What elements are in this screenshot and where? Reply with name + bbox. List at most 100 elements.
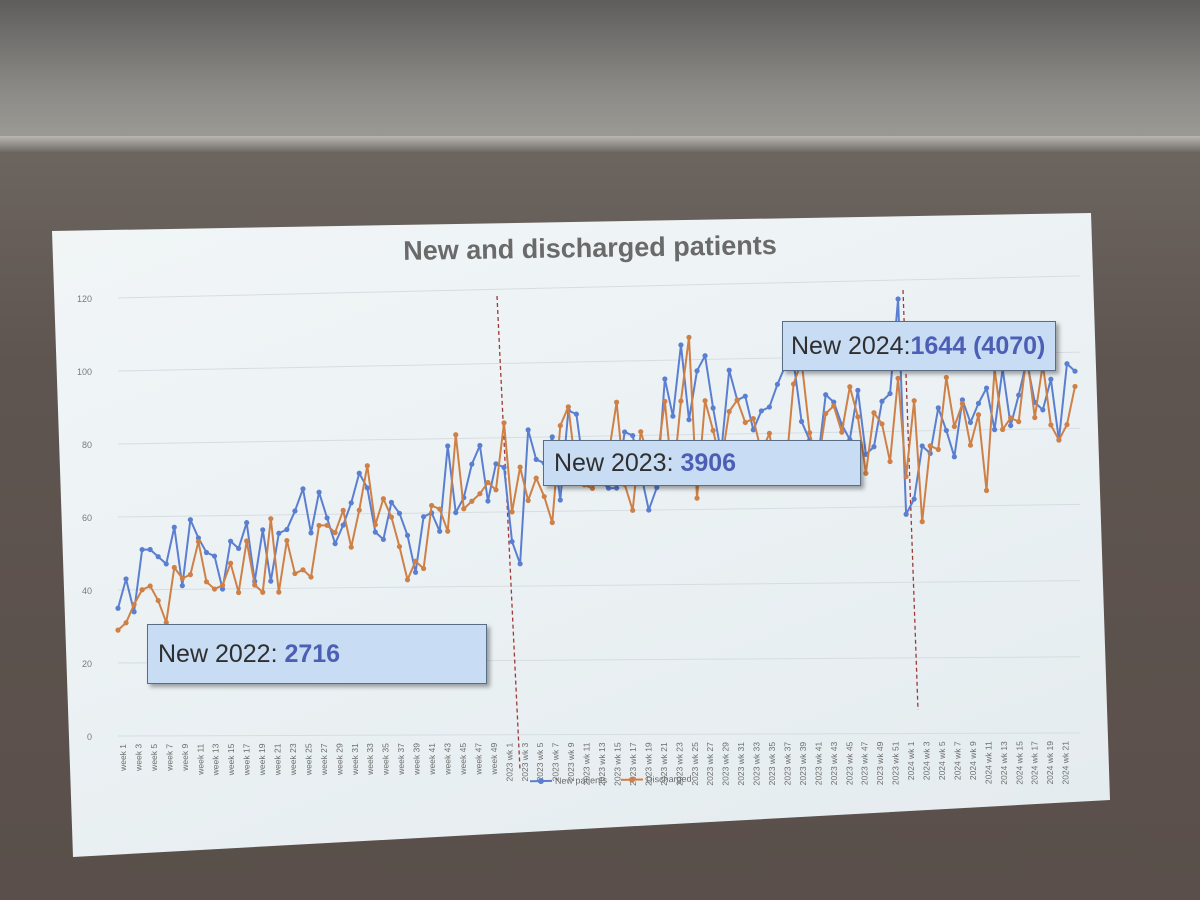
data-point <box>758 408 764 414</box>
data-point <box>622 429 628 435</box>
data-point <box>300 567 306 573</box>
x-tick-label: week 23 <box>288 743 298 776</box>
data-point <box>911 398 917 404</box>
data-point <box>823 410 829 417</box>
legend-swatch-discharged <box>621 778 644 781</box>
y-tick-label: 80 <box>82 440 92 450</box>
data-point <box>951 454 957 460</box>
callout-2022-value: 2716 <box>284 639 341 668</box>
data-point <box>380 496 386 502</box>
data-point <box>420 514 427 520</box>
data-point <box>396 510 403 516</box>
data-point <box>895 375 901 381</box>
data-point <box>935 405 941 411</box>
x-tick-label: week 17 <box>242 743 252 776</box>
data-point <box>356 470 362 476</box>
x-tick-label: 2023 wk 45 <box>844 741 854 785</box>
x-tick-label: 2024 wk 11 <box>983 741 993 784</box>
data-point <box>227 538 234 544</box>
data-point <box>340 522 346 528</box>
callout-2024-value: 1644 (4070) <box>910 331 1046 360</box>
data-point <box>983 487 990 494</box>
data-point <box>855 414 861 420</box>
data-point <box>702 398 708 404</box>
x-tick-label: week 13 <box>211 743 221 776</box>
callout-new-2022: New 2022: 2716 <box>147 624 487 684</box>
data-point <box>1048 422 1054 428</box>
data-point <box>115 605 121 611</box>
data-point <box>453 509 459 516</box>
data-point <box>1064 361 1070 367</box>
data-point <box>316 522 322 529</box>
data-point <box>501 464 507 470</box>
x-tick-label: 2023 wk 5 <box>535 742 545 781</box>
data-point <box>726 408 732 415</box>
gridline <box>117 275 1081 299</box>
data-point <box>332 541 338 547</box>
data-point <box>670 413 676 419</box>
data-point <box>211 553 218 559</box>
x-tick-label: 2023 wk 29 <box>721 742 731 786</box>
data-point <box>726 367 732 373</box>
data-point <box>437 506 443 512</box>
x-tick-label: 2024 wk 5 <box>937 741 947 780</box>
data-point <box>823 392 829 398</box>
data-point <box>1048 376 1054 382</box>
data-point <box>654 484 660 491</box>
data-point <box>533 456 539 463</box>
data-point <box>927 443 933 449</box>
data-point <box>236 545 242 552</box>
x-tick-label: 2023 wk 23 <box>674 742 684 786</box>
y-tick-label: 0 <box>87 732 92 742</box>
data-point <box>605 485 612 491</box>
x-tick-label: 2024 wk 9 <box>968 741 978 780</box>
data-point <box>268 578 274 584</box>
x-tick-label: week 37 <box>396 743 406 776</box>
x-tick-label: week 15 <box>226 743 236 776</box>
data-point <box>1040 407 1046 413</box>
data-point <box>219 586 226 592</box>
x-tick-label: week 45 <box>458 743 468 776</box>
callout-2023-value: 3906 <box>680 448 737 477</box>
data-point <box>139 546 145 553</box>
callout-new-2024: New 2024: 1644 (4070) <box>782 321 1056 371</box>
data-point <box>903 473 909 480</box>
data-point <box>638 429 644 435</box>
data-point <box>236 589 242 596</box>
data-point <box>967 419 974 426</box>
data-point <box>975 400 982 406</box>
data-point <box>959 401 966 407</box>
data-point <box>686 334 692 340</box>
ceiling <box>0 0 1200 150</box>
data-point <box>839 429 845 435</box>
data-point <box>356 507 362 513</box>
data-point <box>485 498 491 504</box>
data-point <box>324 515 330 521</box>
x-tick-label: week 11 <box>195 743 205 775</box>
data-point <box>694 368 700 374</box>
data-point <box>461 506 467 512</box>
x-tick-label: 2023 wk 9 <box>566 742 576 781</box>
gridline <box>117 427 1081 445</box>
data-point <box>115 627 121 633</box>
x-tick-label: 2023 wk 49 <box>875 741 885 785</box>
data-point <box>991 427 998 433</box>
data-point <box>774 381 781 387</box>
data-point <box>211 586 218 592</box>
data-point <box>710 405 716 411</box>
data-point <box>1008 415 1014 421</box>
data-point <box>887 458 893 465</box>
x-tick-label: 2023 wk 17 <box>628 742 638 786</box>
data-point <box>139 587 145 593</box>
x-tick-label: 2024 wk 13 <box>999 741 1009 785</box>
data-point <box>276 589 282 595</box>
data-point <box>195 535 202 541</box>
data-point <box>1072 368 1078 374</box>
data-point <box>943 374 949 381</box>
x-tick-label: 2023 wk 37 <box>782 742 792 786</box>
data-point <box>541 493 547 500</box>
data-point <box>276 530 282 536</box>
data-point <box>404 532 411 539</box>
data-point <box>131 609 137 615</box>
data-point <box>340 507 346 513</box>
